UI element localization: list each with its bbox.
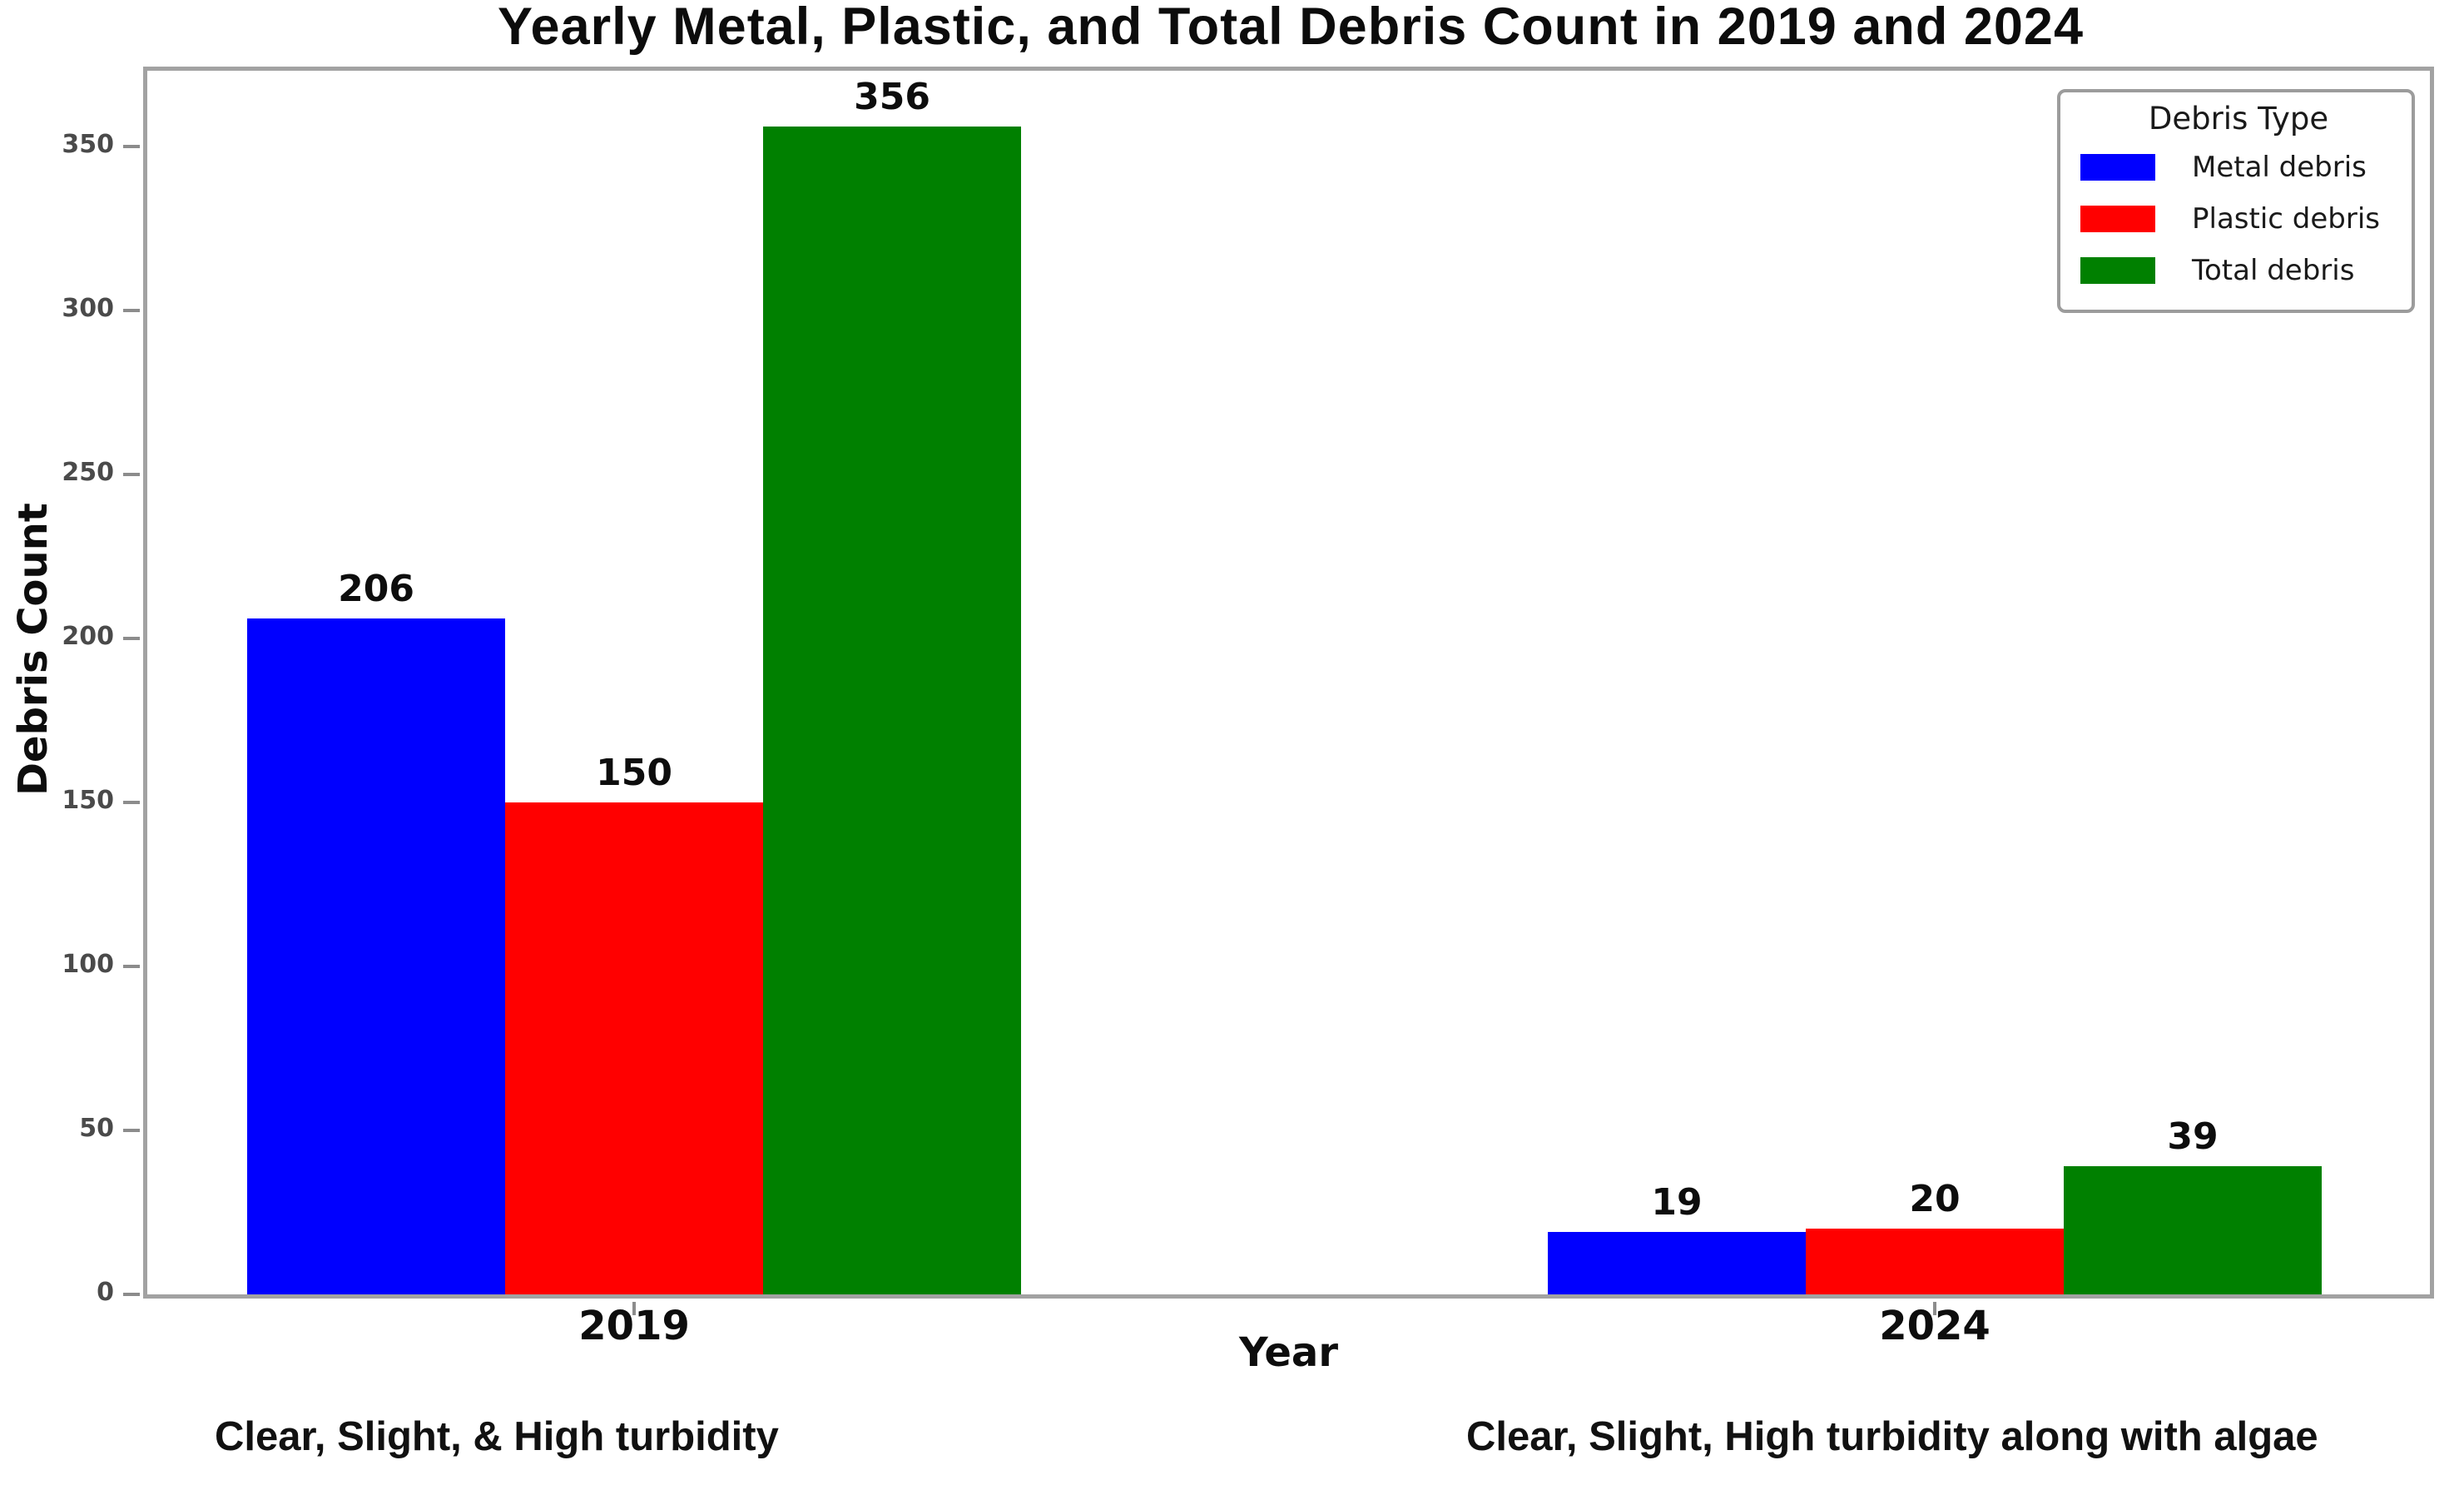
bar-metal-debris-2019 [247,618,506,1294]
legend-swatch-metal-debris [2080,154,2155,181]
legend-swatch-plastic-debris [2080,206,2155,232]
bar-value-total-debris-2024: 39 [2167,1115,2219,1159]
y-tick-label-250: 250 [62,457,114,487]
legend-label-metal-debris: Metal debris [2192,151,2367,184]
y-tick-label-150: 150 [62,785,114,815]
bar-value-plastic-debris-2024: 20 [1909,1178,1961,1221]
y-tick-mark-350 [123,144,140,148]
bar-value-plastic-debris-2019: 150 [596,751,673,794]
y-tick-mark-200 [123,636,140,640]
bar-plastic-debris-2019 [505,802,764,1294]
x-tick-label-2024: 2024 [1879,1303,1991,1349]
legend-row-total-debris: Total debris [2080,245,2397,296]
x-tick-label-2019: 2019 [578,1303,690,1349]
annotation-2024-turbidity: Clear, Slight, High turbidity along with… [1466,1414,2318,1459]
y-tick-mark-300 [123,308,140,312]
bar-metal-debris-2024 [1548,1232,1807,1294]
bar-value-total-debris-2019: 356 [854,76,931,118]
bar-total-debris-2019 [763,127,1022,1294]
y-axis-label: Debris Count [10,503,57,796]
legend: Debris Type Metal debris Plastic debris To… [2057,89,2415,313]
y-tick-mark-250 [123,472,140,476]
legend-title: Debris Type [2148,101,2329,137]
legend-swatch-total-debris [2080,257,2155,284]
bar-plastic-debris-2024 [1806,1229,2065,1294]
x-tick-mark-2019 [632,1302,637,1315]
bar-value-metal-debris-2024: 19 [1651,1181,1703,1224]
legend-label-total-debris: Total debris [2192,254,2355,287]
y-tick-label-200: 200 [62,621,114,651]
y-tick-mark-150 [123,800,140,804]
legend-row-plastic-debris: Plastic debris [2080,193,2397,245]
y-tick-mark-100 [123,964,140,968]
annotation-2019-turbidity: Clear, Slight, & High turbidity [215,1414,779,1459]
chart-title: Yearly Metal, Plastic, and Total Debris … [498,0,2084,56]
legend-label-plastic-debris: Plastic debris [2192,202,2380,236]
x-tick-mark-2024 [1933,1302,1937,1315]
plot-area: Debris Type Metal debris Plastic debris To… [62,67,2434,1349]
x-axis-label: Year [1239,1329,1338,1376]
bar-total-debris-2024 [2064,1166,2323,1294]
legend-row-metal-debris: Metal debris [2080,142,2397,193]
y-tick-label-100: 100 [62,949,114,979]
legend-rows: Metal debris Plastic debris Total debris [2080,142,2397,296]
y-tick-mark-0 [123,1293,140,1296]
bar-value-metal-debris-2019: 206 [338,568,415,611]
y-tick-label-50: 50 [79,1113,114,1143]
y-tick-mark-50 [123,1128,140,1132]
y-tick-label-300: 300 [62,293,114,323]
y-tick-label-350: 350 [62,129,114,159]
y-tick-label-0: 0 [97,1278,114,1307]
